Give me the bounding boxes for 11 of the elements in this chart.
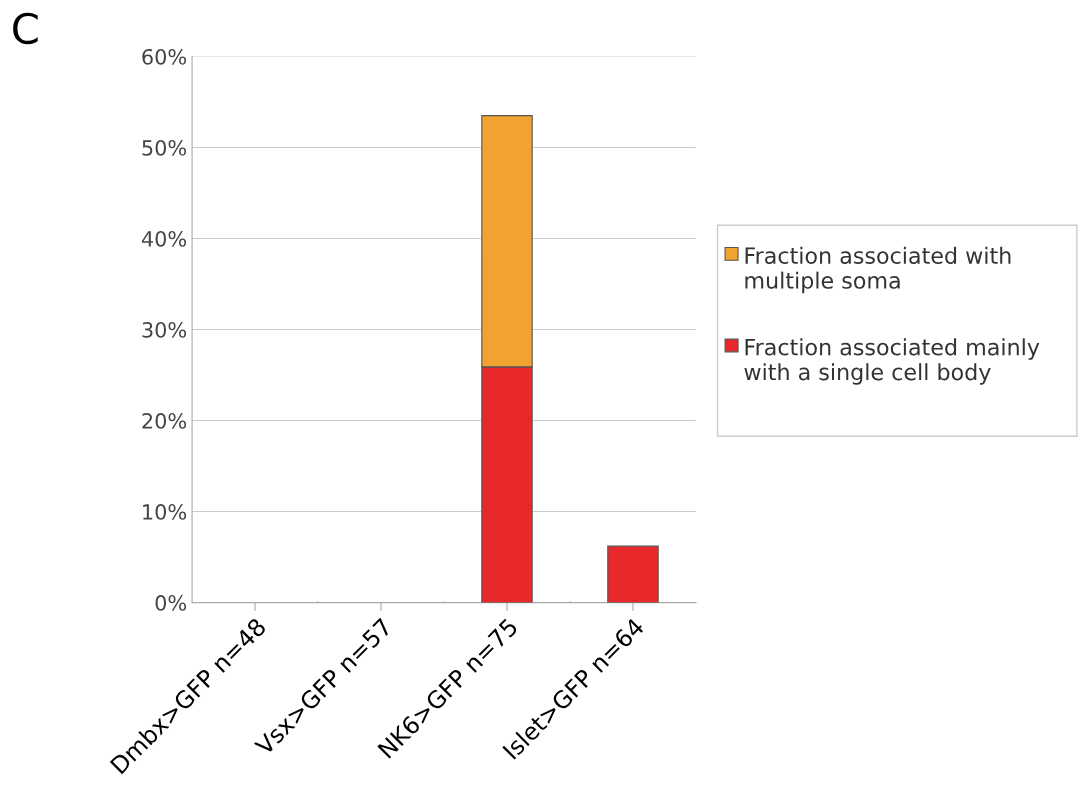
legend-label: Fraction associated with multiple soma bbox=[745, 246, 1011, 294]
bar bbox=[607, 545, 659, 603]
y-tick-label: 40% bbox=[141, 230, 187, 247]
y-tick-label: 10% bbox=[143, 504, 187, 520]
y-tick-label: 60% bbox=[142, 48, 187, 65]
y-tick-label: 20% bbox=[142, 413, 187, 429]
y-tick-label: 0% bbox=[155, 595, 187, 611]
legend-label: Fraction associated mainly with a single cell body bbox=[744, 338, 1040, 385]
y-tick-label: 50% bbox=[142, 139, 187, 156]
text: C bbox=[13, 12, 38, 45]
y-tick-label: 30% bbox=[142, 322, 187, 338]
